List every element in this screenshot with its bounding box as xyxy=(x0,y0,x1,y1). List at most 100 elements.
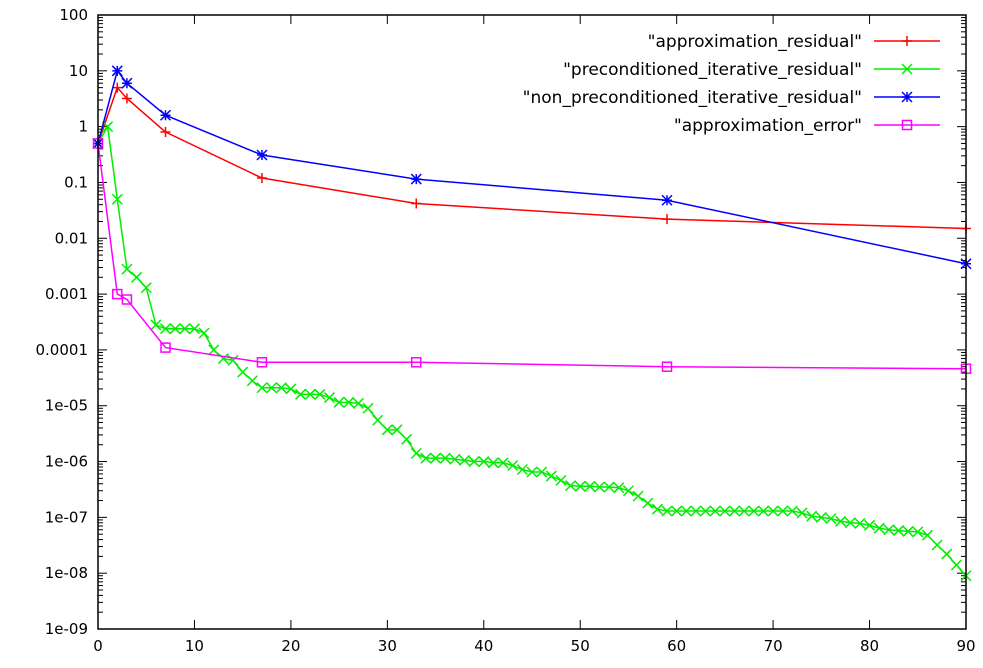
y-tick-label: 1 xyxy=(78,118,88,136)
data-point xyxy=(565,480,577,492)
y-tick-label: 0.001 xyxy=(45,285,88,303)
data-point xyxy=(372,414,384,426)
data-point xyxy=(835,515,847,527)
legend: "approximation_residual" "preconditioned_… xyxy=(523,32,940,136)
data-point xyxy=(121,294,133,305)
data-point xyxy=(333,396,345,408)
data-point xyxy=(700,505,712,517)
data-point xyxy=(121,93,132,104)
data-point xyxy=(632,490,644,502)
data-point xyxy=(159,109,172,121)
legend-entry: "approximation_residual" xyxy=(648,32,940,52)
x-tick-label: 20 xyxy=(281,637,300,655)
y-tick-label: 0.0001 xyxy=(36,341,89,359)
legend-label: "preconditioned_iterative_residual" xyxy=(563,60,862,80)
legend-entry: "non_preconditioned_iterative_residual" xyxy=(523,88,940,108)
data-point xyxy=(295,388,307,400)
data-point xyxy=(806,510,818,522)
data-point xyxy=(584,480,596,492)
data-point xyxy=(237,366,249,378)
legend-marker xyxy=(902,36,912,46)
data-point xyxy=(410,173,422,185)
data-point xyxy=(160,342,171,353)
data-point xyxy=(767,505,779,517)
data-point xyxy=(786,505,798,517)
data-point xyxy=(362,402,374,414)
data-point xyxy=(111,193,123,205)
data-point xyxy=(256,382,268,394)
data-point xyxy=(661,505,673,517)
data-point xyxy=(941,548,953,560)
data-point xyxy=(458,454,471,466)
data-point xyxy=(121,77,133,89)
data-point xyxy=(112,82,123,93)
data-point xyxy=(507,459,519,472)
legend-marker xyxy=(901,91,913,103)
data-point xyxy=(468,456,480,468)
x-tick-label: 10 xyxy=(185,637,204,655)
x-tick-label: 80 xyxy=(860,637,879,655)
data-point xyxy=(391,424,403,436)
data-point xyxy=(256,149,268,161)
x-tick-label: 50 xyxy=(571,637,590,655)
data-point xyxy=(256,173,267,184)
series-2 xyxy=(92,121,972,582)
data-point xyxy=(844,517,856,529)
x-tick-label: 40 xyxy=(474,637,493,655)
y-tick-label: 1e-09 xyxy=(45,620,88,638)
legend-entry: "preconditioned_iterative_residual" xyxy=(563,60,940,80)
data-point xyxy=(651,503,663,515)
data-point xyxy=(680,505,692,517)
x-tick-label: 60 xyxy=(667,637,686,655)
data-point xyxy=(169,323,181,335)
data-point xyxy=(420,452,432,464)
data-point xyxy=(150,319,162,331)
series-4 xyxy=(92,138,972,374)
data-point xyxy=(343,396,355,408)
data-point xyxy=(545,470,557,482)
data-point xyxy=(873,522,885,534)
data-point xyxy=(912,526,924,538)
series-line xyxy=(97,143,967,370)
data-point xyxy=(439,452,451,464)
data-point xyxy=(140,282,152,294)
data-point xyxy=(729,505,741,517)
x-tick-label: 70 xyxy=(764,637,783,655)
data-point xyxy=(198,327,210,339)
data-point xyxy=(401,433,413,445)
data-point xyxy=(121,263,133,275)
y-tick-label: 1e-05 xyxy=(45,397,88,415)
data-point xyxy=(574,480,586,492)
data-point xyxy=(179,323,191,335)
data-point xyxy=(777,505,789,517)
data-point xyxy=(131,271,143,283)
data-point xyxy=(285,383,297,395)
data-point xyxy=(102,121,114,133)
y-tick-label: 1e-07 xyxy=(45,508,88,526)
data-point xyxy=(892,525,905,537)
x-tick-label: 90 xyxy=(956,637,975,655)
data-point xyxy=(642,497,654,509)
data-point xyxy=(381,424,393,436)
series-group xyxy=(92,65,972,582)
data-point xyxy=(757,505,769,517)
data-point xyxy=(661,361,673,372)
x-tick-label: 0 xyxy=(93,637,103,655)
legend-label: "approximation_error" xyxy=(674,116,862,136)
data-point xyxy=(160,127,171,138)
y-tick-label: 1e-06 xyxy=(45,453,88,471)
data-point xyxy=(411,357,422,368)
data-point xyxy=(662,214,673,225)
data-point xyxy=(112,288,123,300)
data-point xyxy=(352,397,364,409)
data-point xyxy=(323,392,335,404)
axis-ticks: 1e-09 1e-08 1e-07 1e-06 1e-05 0.0001 0.001 0.01… xyxy=(36,6,976,655)
legend-entry: "approximation_error" xyxy=(674,116,940,136)
plot-border xyxy=(97,14,967,630)
data-point xyxy=(536,466,548,478)
data-point xyxy=(256,357,268,368)
data-point xyxy=(950,559,962,571)
legend-marker xyxy=(901,63,913,75)
